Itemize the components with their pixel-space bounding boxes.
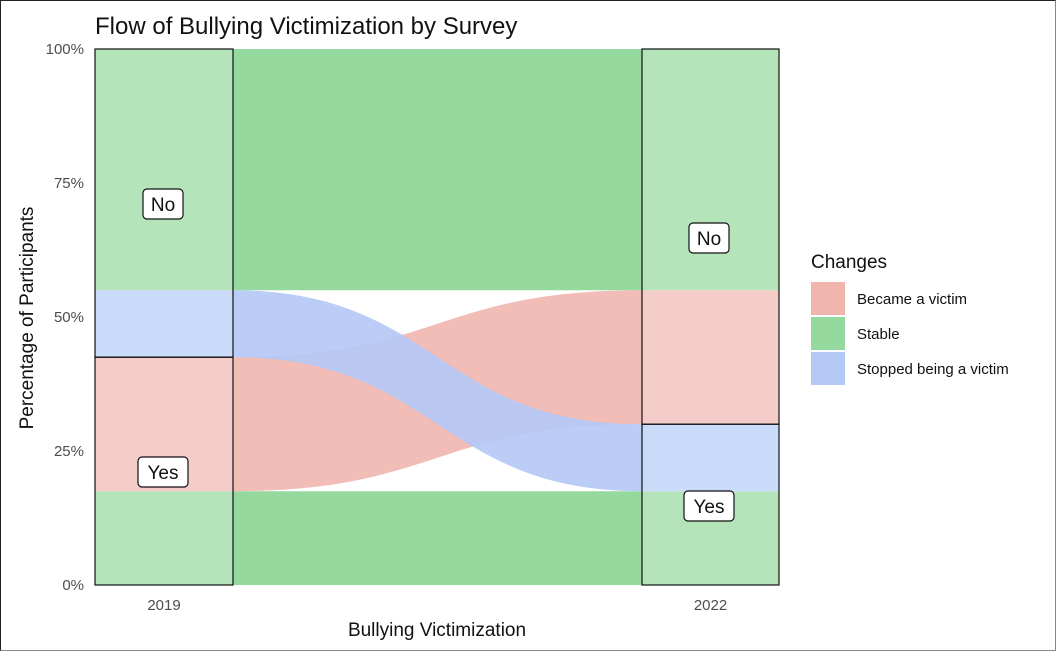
legend-swatch-became-a-victim <box>811 282 845 315</box>
legend-title: Changes <box>811 252 887 273</box>
flow-stable <box>233 49 642 291</box>
x-axis-label: Bullying Victimization <box>348 620 526 641</box>
stratum-label-box <box>137 456 189 488</box>
stratum-box-no <box>94 48 234 358</box>
stratum-segment-stopped-being-a-victim <box>642 424 779 492</box>
y-tick-label: 0% <box>62 577 84 594</box>
stratum-label-2019-yes: Yes <box>148 463 179 484</box>
legend-label: Stable <box>857 326 900 343</box>
y-tick-label: 50% <box>54 309 84 326</box>
stratum-segment-stable <box>95 49 233 291</box>
y-tick-label: 25% <box>54 443 84 460</box>
flow-stable <box>233 491 642 585</box>
stratum-segment-stable <box>642 49 779 291</box>
y-tick-label: 75% <box>54 175 84 192</box>
stratum-label-box <box>683 490 735 522</box>
legend: Changes Became a victim Stable Stopped bei… <box>811 252 1009 385</box>
flows-layer <box>233 49 642 585</box>
legend-swatch-stable <box>811 317 845 350</box>
stratum-label-2022-yes: Yes <box>694 497 725 518</box>
y-tick-label: 100% <box>46 41 84 58</box>
legend-label: Stopped being a victim <box>857 361 1009 378</box>
stratum-box-no <box>641 48 780 425</box>
stratum-label-2019-no: No <box>151 195 175 216</box>
flow-stopped-being-a-victim <box>233 290 642 492</box>
chart-title: Flow of Bullying Victimization by Survey <box>95 13 517 40</box>
stratum-segment-stopped-being-a-victim <box>95 290 233 358</box>
y-axis-ticks: 0% 25% 50% 75% 100% <box>46 41 84 594</box>
y-axis-label: Percentage of Participants <box>17 207 38 430</box>
stratum-label-box <box>142 188 184 220</box>
x-axis-ticks: 2019 2022 <box>147 597 727 614</box>
stratum-label-2022-no: No <box>697 229 721 250</box>
x-tick-label: 2019 <box>147 597 180 614</box>
stratum-segment-became-a-victim <box>642 290 779 425</box>
strata-layer: No Yes No Yes <box>94 48 780 586</box>
x-tick-label: 2022 <box>694 597 727 614</box>
legend-label: Became a victim <box>857 291 967 308</box>
legend-swatch-stopped-being-a-victim <box>811 352 845 385</box>
stratum-segment-stable <box>95 491 233 585</box>
stratum-label-box <box>688 222 730 254</box>
